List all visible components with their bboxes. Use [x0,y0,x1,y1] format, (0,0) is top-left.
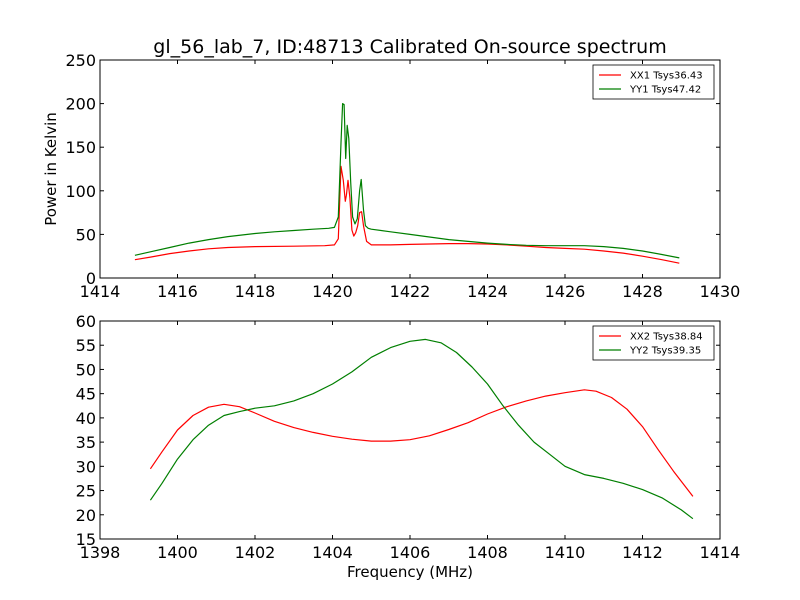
series-group [149,338,694,520]
y-tick-label: 60 [76,312,96,331]
x-tick-label: 1420 [312,282,353,301]
y-tick-label: 30 [76,457,96,476]
x-tick-label: 1414 [700,543,741,562]
y-tick-label: 55 [76,336,96,355]
series-line-red [134,165,680,264]
y-tick-label: 50 [76,360,96,379]
legend: XX2 Tsys38.84 YY2 Tsys39.35 [592,325,715,361]
series-line-green [149,338,694,520]
y-tick-label: 50 [76,225,96,244]
x-tick-label: 1404 [312,543,353,562]
y-tick-label: 250 [65,51,96,70]
series-line-green [134,102,680,259]
y-tick-label: 35 [76,433,96,452]
top-panel: 1414 1416 1418 1420 1422 1424 1426 1428 1430 0 50 1… [42,51,740,301]
legend: XX1 Tsys36.43 YY1 Tsys47.42 [592,64,715,100]
series-line-red [149,389,694,497]
x-tick-label: 1408 [467,543,508,562]
y-tick-label: 20 [76,506,96,525]
legend-label: XX2 Tsys38.84 [630,332,703,343]
x-tick-label: 1400 [157,543,198,562]
y-tick-label: 45 [76,385,96,404]
y-tick-label: 40 [76,409,96,428]
y-tick-label: 25 [76,482,96,501]
x-tick-label: 1398 [80,543,121,562]
y-axis-label: Power in Kelvin [42,112,60,226]
x-axis-label: Frequency (MHz) [347,563,473,581]
y-tick-label: 150 [65,138,96,157]
series-group [134,102,680,264]
chart-title: gl_56_lab_7, ID:48713 Calibrated On-sour… [153,36,666,58]
x-tick-label: 1430 [700,282,741,301]
legend-label: YY1 Tsys47.42 [629,85,701,96]
y-tick-label: 200 [65,95,96,114]
x-tick-label: 1426 [545,282,586,301]
x-tick-label: 1416 [157,282,198,301]
legend-box [592,325,715,361]
x-tick-label: 1406 [390,543,431,562]
legend-label: YY2 Tsys39.35 [629,346,701,357]
legend-label: XX1 Tsys36.43 [630,71,703,82]
y-tick-label: 100 [65,182,96,201]
x-tick-label: 1402 [235,543,276,562]
x-tick-label: 1428 [622,282,663,301]
legend-box [592,64,715,100]
y-tick-label: 15 [76,530,96,549]
x-tick-label: 1424 [467,282,508,301]
x-tick-label: 1422 [390,282,431,301]
x-tick-label: 1412 [622,543,663,562]
x-tick-label: 1410 [545,543,586,562]
x-tick-label: 1418 [235,282,276,301]
x-tick-label: 1414 [80,282,121,301]
y-tick-label: 0 [86,269,96,288]
bottom-panel: 1398 1400 1402 1404 1406 1408 1410 1412 1414 15 20… [76,312,741,581]
